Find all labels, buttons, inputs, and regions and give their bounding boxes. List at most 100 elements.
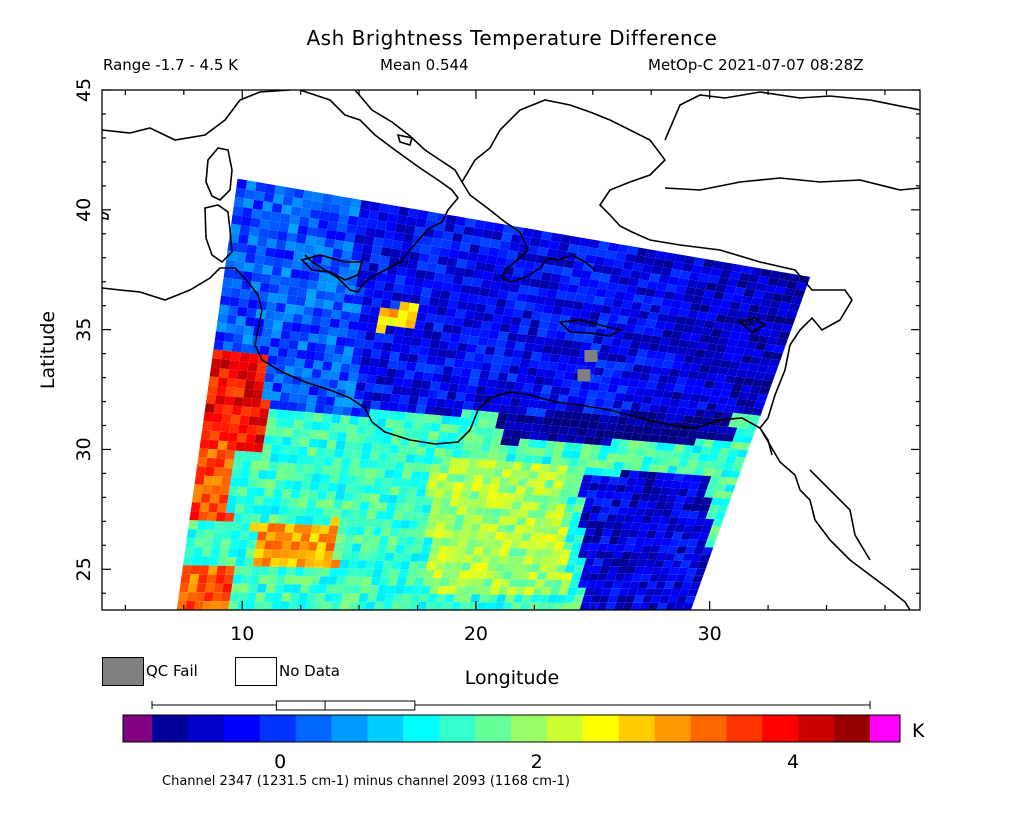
swath-cell xyxy=(220,422,231,433)
swath-cell xyxy=(610,529,622,537)
swath-cell xyxy=(538,564,550,573)
y-tick-label: 35 xyxy=(73,318,95,342)
swath-cell xyxy=(680,452,692,460)
swath-cell xyxy=(644,479,656,487)
swath-cell xyxy=(180,574,191,584)
swath-cell xyxy=(486,296,498,307)
swath-cell xyxy=(340,311,351,321)
swath-cell xyxy=(525,548,537,557)
swath-cell xyxy=(579,237,591,247)
swath-cell xyxy=(406,216,418,227)
swath-cell xyxy=(599,595,610,603)
coastline xyxy=(809,469,871,561)
swath-cell xyxy=(470,523,481,532)
swath-cell xyxy=(553,511,565,520)
swath-cell xyxy=(253,496,264,506)
swath-cell xyxy=(294,242,306,253)
swath-cell xyxy=(377,211,389,222)
swath-cell xyxy=(477,418,488,428)
swath-cell xyxy=(370,577,381,586)
swath-cell xyxy=(623,393,635,403)
swath-cell xyxy=(413,277,425,288)
coastline xyxy=(759,427,911,610)
swath-cell xyxy=(631,573,643,582)
swath-cell xyxy=(655,581,667,589)
swath-cell xyxy=(731,383,743,392)
swath-cell xyxy=(521,564,532,572)
swath-cell xyxy=(342,449,354,459)
swath-cell xyxy=(274,311,285,322)
swath-cell xyxy=(438,247,451,258)
swath-cell xyxy=(291,480,303,490)
swath-cell xyxy=(281,436,292,446)
swath-cell xyxy=(197,457,208,467)
swath-cell xyxy=(272,592,283,602)
swath-cell xyxy=(320,202,332,213)
swath-cell xyxy=(397,258,409,269)
swath-cell xyxy=(582,565,593,574)
swath-cell xyxy=(369,306,381,316)
swath-cell xyxy=(415,529,427,538)
swath-cell xyxy=(477,378,489,387)
swath-cell xyxy=(599,344,611,354)
swath-cell xyxy=(508,283,521,293)
swath-cell xyxy=(306,498,317,508)
swath-cell xyxy=(433,272,445,282)
swath-cell xyxy=(603,430,615,439)
swath-cell xyxy=(356,601,367,610)
swath-cell xyxy=(704,490,716,498)
swath-cell xyxy=(558,557,569,566)
swath-cell xyxy=(625,355,637,365)
swath-cell xyxy=(285,357,296,367)
swath-cell xyxy=(518,540,530,549)
swath-cell xyxy=(627,559,639,567)
swath-cell xyxy=(385,461,397,470)
swath-cell xyxy=(258,575,269,585)
swath-cell xyxy=(457,425,468,435)
swath-cell xyxy=(593,296,605,306)
swath-cell xyxy=(449,375,461,385)
swath-cell xyxy=(348,415,360,426)
swath-cell xyxy=(484,387,496,396)
swath-cell xyxy=(693,257,706,267)
swath-cell xyxy=(204,529,215,539)
swath-cell xyxy=(309,271,320,282)
swath-cell xyxy=(259,219,271,230)
swath-cell xyxy=(588,543,600,551)
swath-cell xyxy=(705,373,718,382)
swath-cell xyxy=(341,302,353,313)
swath-cell xyxy=(653,389,665,398)
swath-cell xyxy=(424,529,436,538)
swath-cell xyxy=(757,305,770,315)
swath-cell xyxy=(405,361,417,372)
swath-cell xyxy=(433,489,445,498)
swath-cell xyxy=(453,224,465,235)
swath-cell xyxy=(299,270,311,281)
swath-cell xyxy=(431,456,443,465)
swath-cell xyxy=(366,510,378,519)
swath-cell xyxy=(292,197,303,208)
swath-cell xyxy=(774,286,787,295)
swath-cell xyxy=(711,469,723,477)
swath-cell xyxy=(253,601,264,610)
swath-cell xyxy=(729,271,741,280)
swath-cell xyxy=(654,531,666,539)
swath-cell xyxy=(391,385,403,395)
swath-cell xyxy=(511,430,523,439)
swath-cell xyxy=(650,516,662,524)
swath-cell xyxy=(673,384,686,393)
swath-cell xyxy=(382,601,393,610)
swath-cell xyxy=(594,429,606,438)
swath-cell xyxy=(715,283,727,293)
swath-cell xyxy=(719,498,731,506)
swath-cell xyxy=(601,558,613,567)
swath-cell xyxy=(453,400,465,410)
swath-cell xyxy=(693,546,705,555)
swath-cell xyxy=(597,513,609,522)
swath-cell xyxy=(764,284,777,294)
swath-cell xyxy=(696,431,708,440)
swath-cell xyxy=(262,601,273,610)
x-tick-label: 10 xyxy=(230,623,254,645)
swath-cell xyxy=(516,292,528,303)
swath-cell xyxy=(384,325,396,335)
